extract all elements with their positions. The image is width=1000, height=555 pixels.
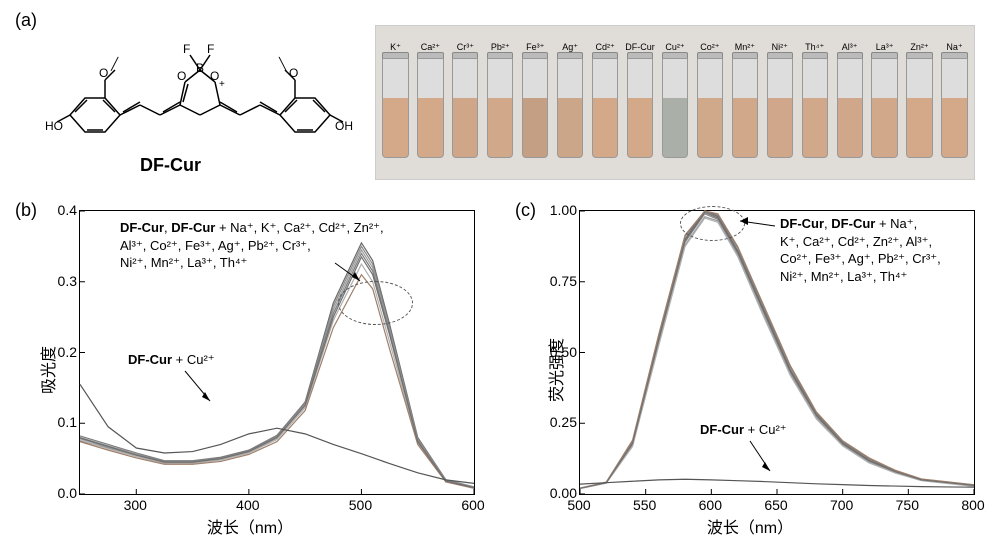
chartc-annot-cu: DF-Cur + Cu²⁺ [700,421,787,439]
vial-slot: DF-Cur [623,28,658,177]
panel-label-a: (a) [15,10,37,31]
ytick: 0.0 [37,485,77,501]
atom-ome-right: ╲ [278,56,287,71]
vial-body [522,58,548,158]
atom-b: B [196,61,204,75]
vial-slot: Na⁺ [937,28,972,177]
xtick: 300 [124,497,147,513]
vial-body [802,58,828,158]
chemical-structure: HO OH O O ╱ ╲ O O + B F F [45,20,355,175]
ytick: 0.1 [37,414,77,430]
atom-o-ring2: O [210,69,219,83]
atom-o-ring: O [177,69,186,83]
xtick: 750 [896,497,919,513]
atom-f2: F [207,42,214,56]
vial-slot: Cd²⁺ [588,28,623,177]
xtick: 550 [633,497,656,513]
xtick: 400 [236,497,259,513]
figure-container: (a) (b) (c) [0,0,1000,555]
vial-body [592,58,618,158]
chartb-annot-cu: DF-Cur + Cu²⁺ [128,351,215,369]
vial-label: DF-Cur [625,42,655,52]
vial-body [837,58,863,158]
atom-oh-right: OH [335,119,353,133]
ytick: 0.4 [37,202,77,218]
vial-slot: La³⁺ [867,28,902,177]
vial-slot: Ca²⁺ [413,28,448,177]
chartc-plot: DF-Cur, DF-Cur + Na⁺, K⁺, Ca²⁺, Cd²⁺, Zn… [579,210,975,495]
vial-body [732,58,758,158]
atom-o-left: O [99,66,108,80]
chartb-annot-bundle: DF-Cur, DF-Cur + Na⁺, K⁺, Ca²⁺, Cd²⁺, Zn… [120,219,400,272]
chartb-ellipse [338,281,413,325]
vial-slot: K⁺ [378,28,413,177]
vial-body [417,58,443,158]
ytick: 0.00 [537,485,577,501]
vial-body [487,58,513,158]
atom-ome-left: ╱ [110,56,119,71]
vial-body [697,58,723,158]
chartb-xlabel: 波长（nm） [207,514,293,538]
chartb-plot: DF-Cur, DF-Cur + Na⁺, K⁺, Ca²⁺, Cd²⁺, Zn… [79,210,475,495]
xtick: 600 [699,497,722,513]
ytick: 0.75 [537,273,577,289]
chart-c: 荧光强度 波长（nm） DF-Cur, DF-Cur + Na⁺, K⁺, Ca… [515,200,985,540]
vial-slot: Fe³⁺ [518,28,553,177]
vial-body [871,58,897,158]
vial-row: K⁺Ca²⁺Cr³⁺Pb²⁺Fe³⁺Ag⁺Cd²⁺DF-CurCu²⁺Co²⁺M… [376,26,974,179]
ytick: 1.00 [537,202,577,218]
vial-body [767,58,793,158]
xtick: 600 [461,497,484,513]
chartc-xlabel: 波长（nm） [707,514,793,538]
vial-body [382,58,408,158]
atom-plus: + [219,79,225,90]
vial-body [452,58,478,158]
xtick: 700 [830,497,853,513]
ytick: 0.25 [537,414,577,430]
vial-slot: Cr³⁺ [448,28,483,177]
vial-body [941,58,967,158]
vial-slot: Cu²⁺ [658,28,693,177]
atom-o-right: O [289,66,298,80]
vial-slot: Th⁴⁺ [797,28,832,177]
vial-body [557,58,583,158]
vial-slot: Al³⁺ [832,28,867,177]
ytick: 0.2 [37,344,77,360]
vial-slot: Pb²⁺ [483,28,518,177]
ytick: 0.50 [537,344,577,360]
structure-svg: HO OH O O ╱ ╲ O O + B F F [45,20,355,175]
xtick: 500 [349,497,372,513]
vial-slot: Co²⁺ [692,28,727,177]
chart-b: 吸光度 波长（nm） DF-Cur, DF-Cur + Na⁺, K⁺, Ca²… [15,200,485,540]
ytick: 0.3 [37,273,77,289]
vial-slot: Mn²⁺ [727,28,762,177]
vial-body [627,58,653,158]
atom-f1: F [183,42,190,56]
vials-photo: K⁺Ca²⁺Cr³⁺Pb²⁺Fe³⁺Ag⁺Cd²⁺DF-CurCu²⁺Co²⁺M… [375,25,975,180]
chartc-ellipse [680,206,745,241]
atom-ho-left: HO [45,119,63,133]
vial-slot: Zn²⁺ [902,28,937,177]
xtick: 800 [961,497,984,513]
xtick: 650 [764,497,787,513]
structure-label: DF-Cur [140,155,201,176]
vial-slot: Ag⁺ [553,28,588,177]
vial-body [662,58,688,158]
vial-body [906,58,932,158]
vial-slot: Ni²⁺ [762,28,797,177]
chartc-annot-bundle: DF-Cur, DF-Cur + Na⁺, K⁺, Ca²⁺, Cd²⁺, Zn… [780,215,980,285]
